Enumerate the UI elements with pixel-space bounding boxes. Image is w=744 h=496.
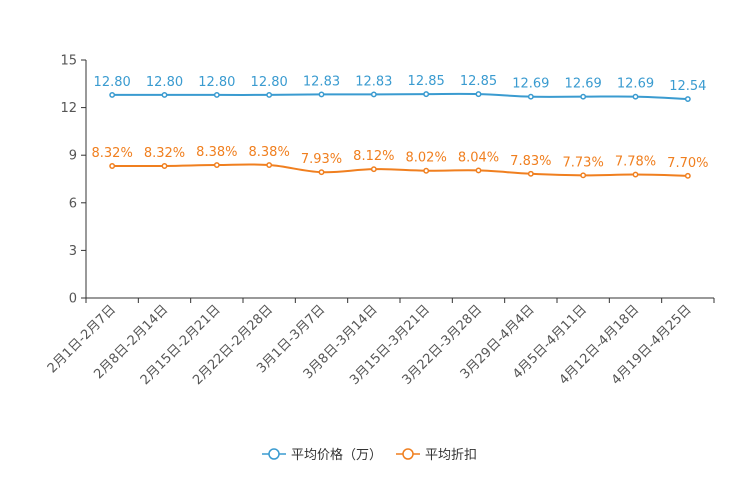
data-label: 8.02% (406, 151, 447, 166)
data-point (475, 167, 482, 174)
series-1: 12.80 12.80 12.80 12.80 12.83 12.83 12.85 12.85… (94, 74, 706, 102)
y-tick-label: 0 (69, 292, 77, 307)
data-label: 7.73% (563, 155, 604, 170)
data-point (580, 172, 587, 179)
data-label: 8.04% (458, 150, 499, 165)
data-label: 12.85 (460, 74, 497, 89)
data-point (318, 91, 325, 98)
legend: 平均价格（万） 平均折扣 (262, 447, 477, 463)
axes: 036912152月1日-2月7日2月8日-2月14日2月15日-2月21日2月… (45, 54, 715, 388)
legend-label: 平均价格（万） (291, 447, 382, 463)
data-point (318, 169, 325, 176)
data-point (423, 167, 430, 174)
data-label: 12.83 (355, 74, 392, 89)
data-label: 12.80 (94, 75, 131, 90)
data-point (213, 162, 220, 168)
legend-item-2: 平均折扣 (396, 448, 477, 463)
data-point (475, 91, 482, 98)
data-point (266, 91, 273, 98)
data-label: 12.80 (198, 75, 235, 90)
y-tick-label: 15 (60, 54, 77, 69)
series-line (112, 92, 688, 101)
data-label: 8.32% (144, 146, 185, 161)
data-label: 12.80 (146, 75, 183, 90)
legend-circle-marker (402, 448, 414, 460)
data-point (423, 91, 430, 98)
data-label: 12.54 (669, 79, 706, 94)
data-label: 8.32% (92, 146, 133, 161)
series-2: 8.32% 8.32% 8.38% 8.38% 7.93% 8.12% 8.02% 8.04%… (92, 145, 708, 179)
data-point (161, 163, 168, 169)
data-point (213, 91, 220, 98)
data-point (161, 91, 168, 98)
data-point (370, 91, 377, 98)
series-line (112, 163, 688, 177)
data-point (527, 170, 534, 177)
data-point (109, 163, 116, 169)
data-point (632, 93, 639, 100)
data-label: 8.38% (249, 145, 290, 160)
data-label: 7.83% (510, 154, 551, 169)
data-label: 12.69 (512, 77, 549, 92)
data-label: 12.83 (303, 74, 340, 89)
data-label: 12.85 (408, 74, 445, 89)
data-point (527, 93, 534, 100)
data-point (370, 166, 377, 173)
series-layer: 12.80 12.80 12.80 12.80 12.83 12.83 12.85 12.85… (92, 74, 708, 179)
legend-circle-marker (268, 448, 280, 460)
data-label: 12.80 (251, 75, 288, 90)
data-point (684, 172, 691, 179)
data-point (684, 96, 691, 102)
legend-item-1: 平均价格（万） (262, 447, 382, 463)
data-label: 12.69 (617, 77, 654, 92)
data-label: 8.12% (353, 149, 394, 164)
legend-label: 平均折扣 (425, 448, 477, 463)
data-point (632, 171, 639, 178)
data-label: 12.69 (565, 77, 602, 92)
data-point (266, 162, 273, 168)
y-tick-label: 12 (60, 101, 77, 116)
data-point (580, 93, 587, 100)
data-label: 8.38% (196, 145, 237, 160)
data-point (109, 91, 116, 98)
data-label: 7.93% (301, 152, 342, 167)
y-tick-label: 3 (69, 244, 77, 259)
y-tick-label: 9 (69, 149, 77, 164)
y-tick-label: 6 (69, 196, 77, 211)
data-label: 7.78% (615, 155, 656, 170)
data-label: 7.70% (667, 156, 708, 171)
